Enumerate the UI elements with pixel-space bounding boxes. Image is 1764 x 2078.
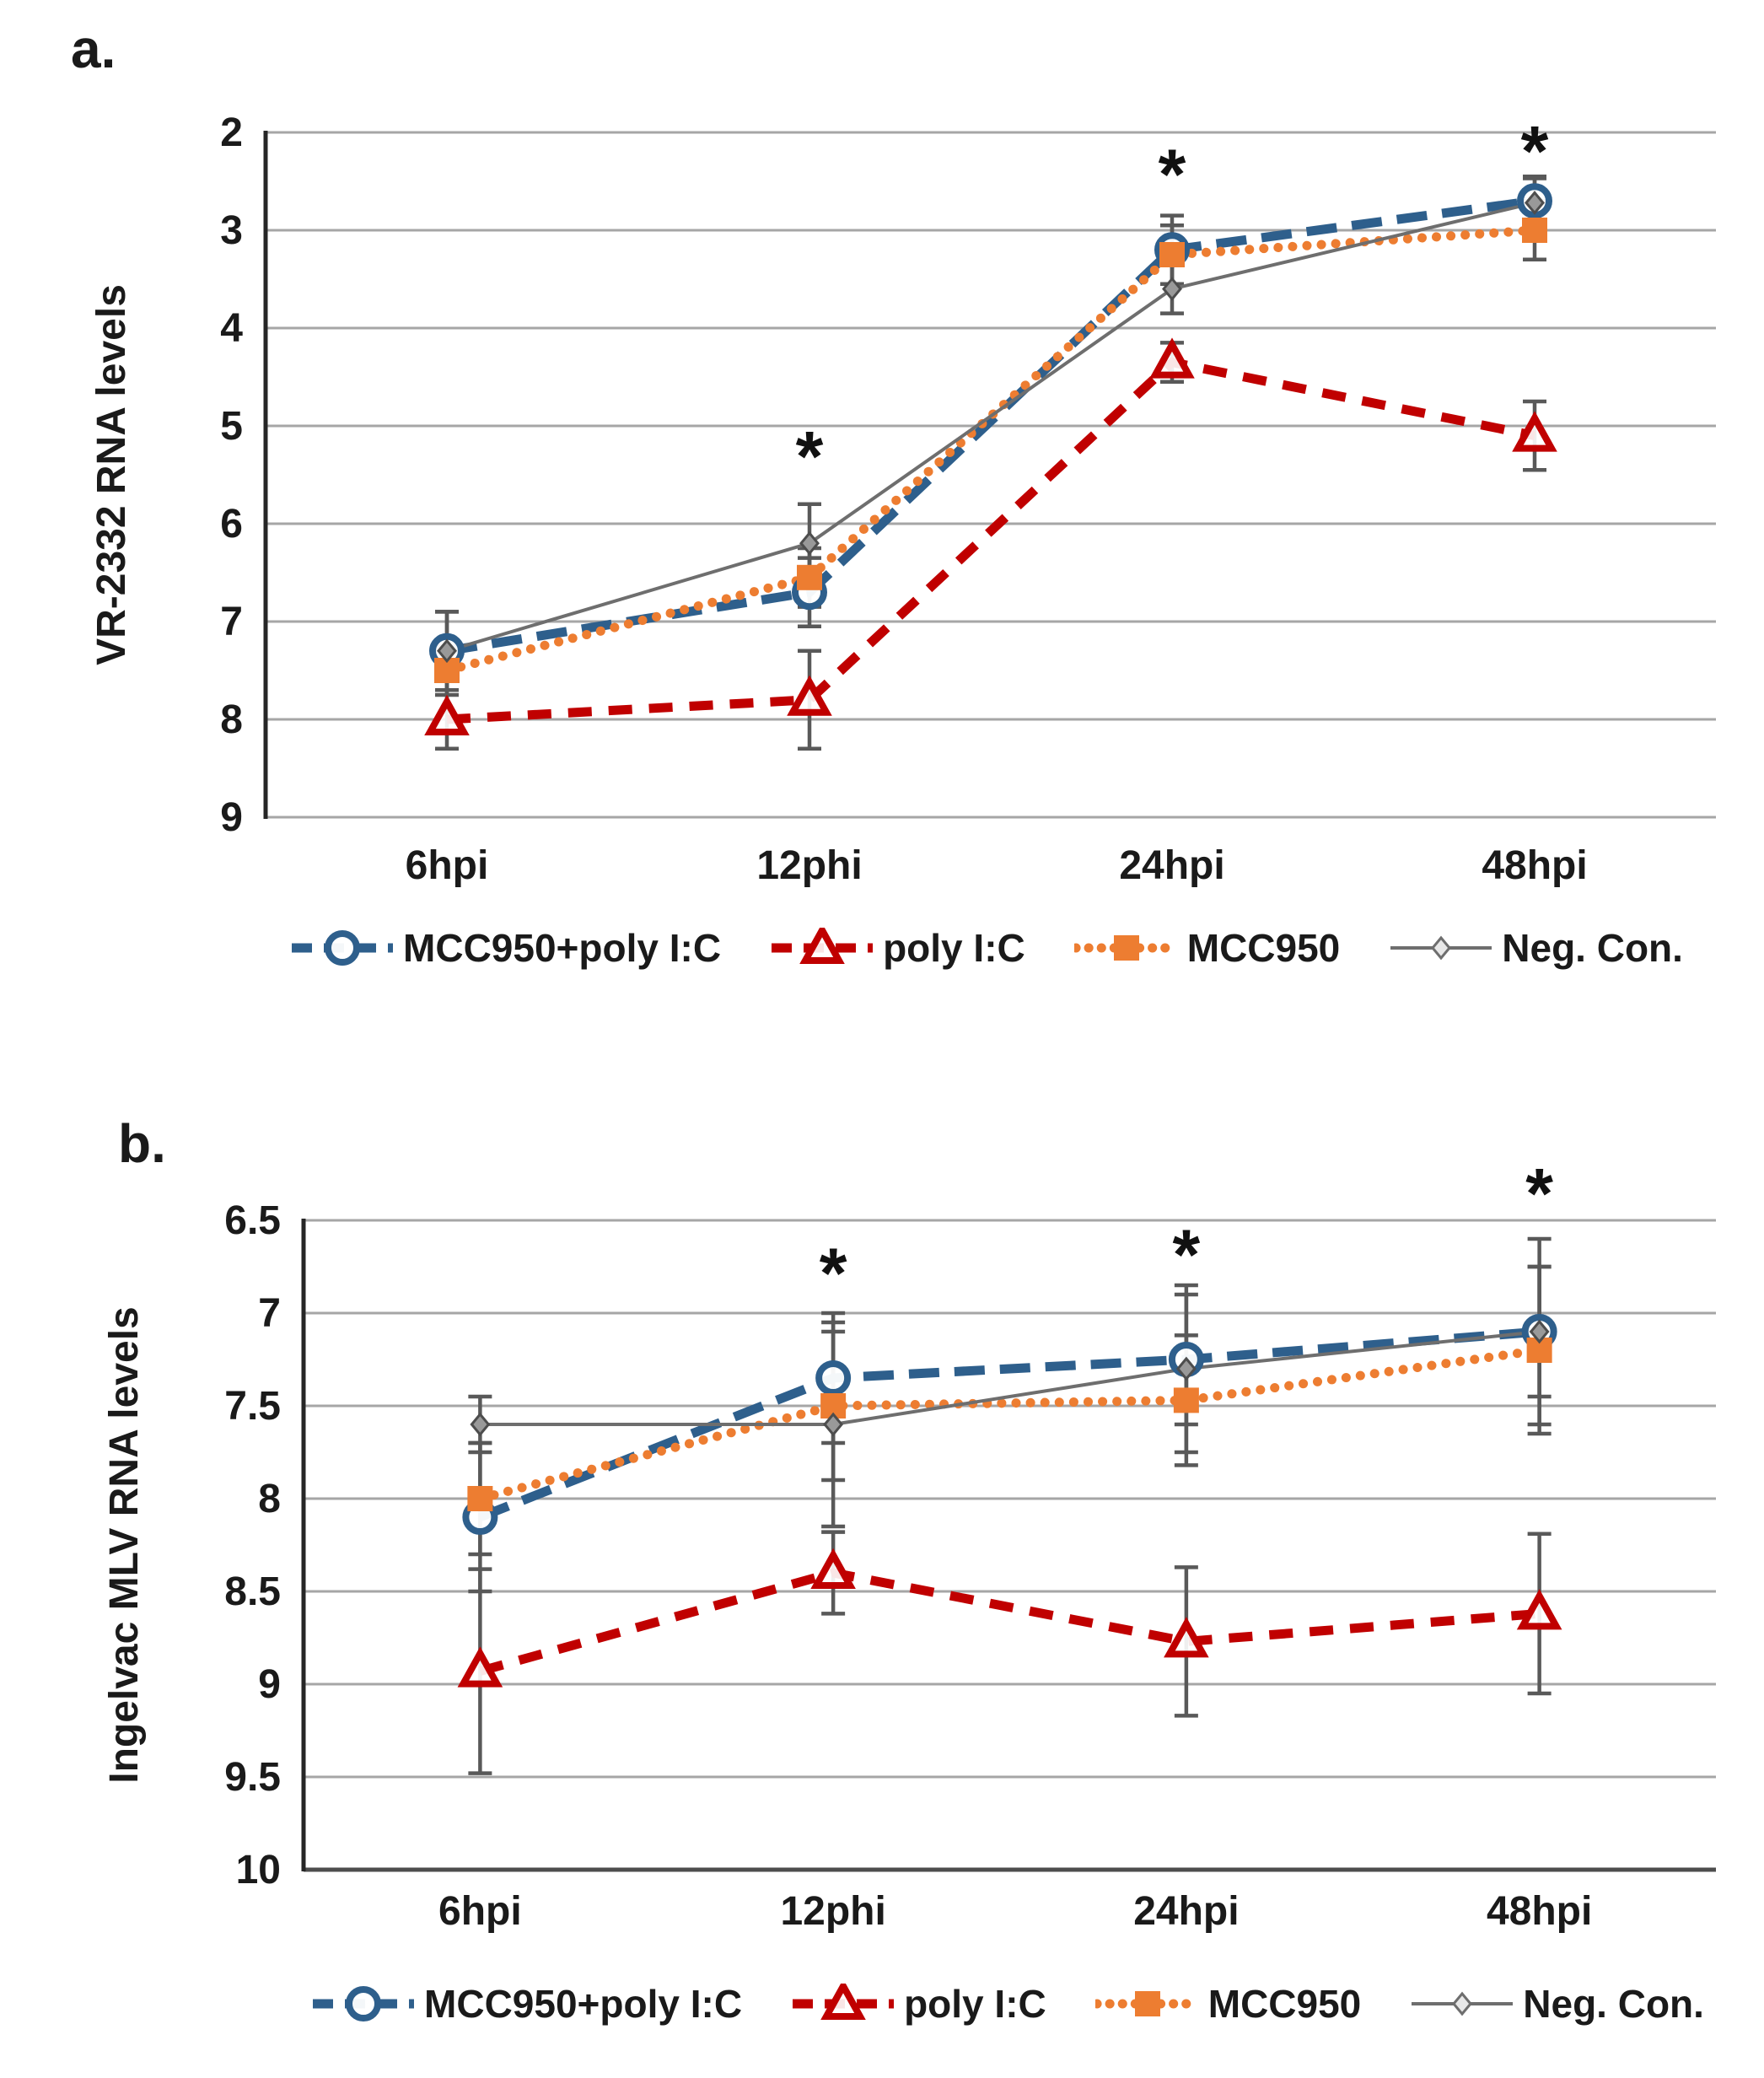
legend-label: Neg. Con. bbox=[1502, 926, 1683, 970]
significance-asterisk: * bbox=[1159, 135, 1186, 214]
svg-text:6: 6 bbox=[220, 502, 243, 546]
svg-text:9: 9 bbox=[258, 1662, 281, 1707]
x-axis-label: 24hpi bbox=[1119, 843, 1224, 888]
open-triangle-legend-icon bbox=[793, 1984, 895, 2020]
svg-text:10: 10 bbox=[236, 1848, 281, 1892]
panel-a-label: a. bbox=[71, 19, 116, 79]
x-axis-label: 12phi bbox=[756, 843, 862, 888]
svg-text:9: 9 bbox=[220, 795, 243, 840]
svg-text:7: 7 bbox=[220, 600, 243, 644]
svg-text:7.5: 7.5 bbox=[224, 1384, 281, 1429]
legend-label: poly I:C bbox=[904, 1982, 1046, 2026]
svg-text:6.5: 6.5 bbox=[224, 1198, 281, 1243]
filled-square-legend-icon bbox=[1073, 935, 1179, 961]
legend-label: poly I:C bbox=[883, 926, 1025, 970]
svg-text:3: 3 bbox=[220, 208, 243, 253]
open-circle-legend-icon bbox=[292, 930, 394, 966]
filled-square-legend-icon bbox=[1094, 1991, 1200, 2016]
legend-label: MCC950+poly I:C bbox=[403, 926, 722, 970]
panel-a: a. 2 3 4 5 6 7 8 9 VR-2332 RNA levels * * * 6hpi 12ph… bbox=[71, 19, 1720, 978]
significance-asterisk: * bbox=[1525, 1154, 1553, 1233]
chart-b-plot: 6.5 7 7.5 8 8.5 9 9.5 10 Ingelvac MLV RNA levels… bbox=[102, 1154, 1716, 1934]
svg-text:9.5: 9.5 bbox=[224, 1755, 281, 1800]
small-diamond-legend-icon bbox=[1412, 1991, 1514, 2016]
legend-item: Neg. Con. bbox=[1410, 1981, 1704, 2027]
legend-item: MCC950 bbox=[1094, 1981, 1362, 2027]
x-axis-label: 6hpi bbox=[438, 1889, 522, 1934]
svg-text:8: 8 bbox=[258, 1477, 281, 1521]
svg-text:7: 7 bbox=[258, 1291, 281, 1336]
chart-a-legend: MCC950+poly I:C poly I:C MCC950 Neg. Con. bbox=[253, 918, 1720, 978]
open-circle-legend-icon bbox=[313, 1986, 415, 2021]
legend-item: Neg. Con. bbox=[1389, 925, 1683, 971]
small-diamond-legend-icon bbox=[1390, 935, 1492, 961]
svg-text:8: 8 bbox=[220, 697, 243, 742]
legend-item: MCC950+poly I:C bbox=[290, 925, 721, 971]
x-axis-label: 48hpi bbox=[1487, 1889, 1592, 1934]
significance-asterisk: * bbox=[1521, 111, 1549, 191]
legend-item: MCC950 bbox=[1073, 925, 1341, 971]
significance-asterisk: * bbox=[1173, 1215, 1201, 1295]
chart-b-legend: MCC950+poly I:C poly I:C MCC950 Neg. Con. bbox=[291, 1973, 1724, 2034]
svg-text:4: 4 bbox=[220, 306, 243, 351]
chart-a-plot: 2 3 4 5 6 7 8 9 VR-2332 RNA levels * * * 6hpi 12phi 24… bbox=[89, 110, 1716, 888]
legend-item: poly I:C bbox=[770, 925, 1025, 971]
legend-label: MCC950 bbox=[1186, 926, 1341, 970]
panel-b-label: b. bbox=[118, 1113, 166, 1174]
svg-text:2: 2 bbox=[220, 110, 243, 155]
legend-label: MCC950+poly I:C bbox=[424, 1982, 743, 2026]
x-axis-label: 24hpi bbox=[1133, 1889, 1239, 1934]
svg-text:5: 5 bbox=[220, 404, 243, 449]
significance-asterisk: * bbox=[796, 417, 824, 496]
legend-label: MCC950 bbox=[1207, 1982, 1362, 2026]
panel-b: b. 6.5 7 7.5 8 8.5 9 9.5 10 Ingelvac MLV RNA lev… bbox=[0, 1039, 1764, 2078]
legend-item: poly I:C bbox=[791, 1981, 1046, 2027]
x-axis-label: 48hpi bbox=[1482, 843, 1587, 888]
open-triangle-legend-icon bbox=[772, 928, 874, 964]
svg-text:8.5: 8.5 bbox=[224, 1569, 281, 1614]
legend-item: MCC950+poly I:C bbox=[311, 1981, 742, 2027]
svg-text:Ingelvac MLV RNA levels: Ingelvac MLV RNA levels bbox=[102, 1306, 147, 1784]
x-axis-label: 6hpi bbox=[406, 843, 489, 888]
legend-label: Neg. Con. bbox=[1523, 1982, 1704, 2026]
svg-text:VR-2332 RNA levels: VR-2332 RNA levels bbox=[89, 284, 134, 665]
significance-asterisk: * bbox=[820, 1234, 847, 1313]
x-axis-label: 12phi bbox=[780, 1889, 885, 1934]
